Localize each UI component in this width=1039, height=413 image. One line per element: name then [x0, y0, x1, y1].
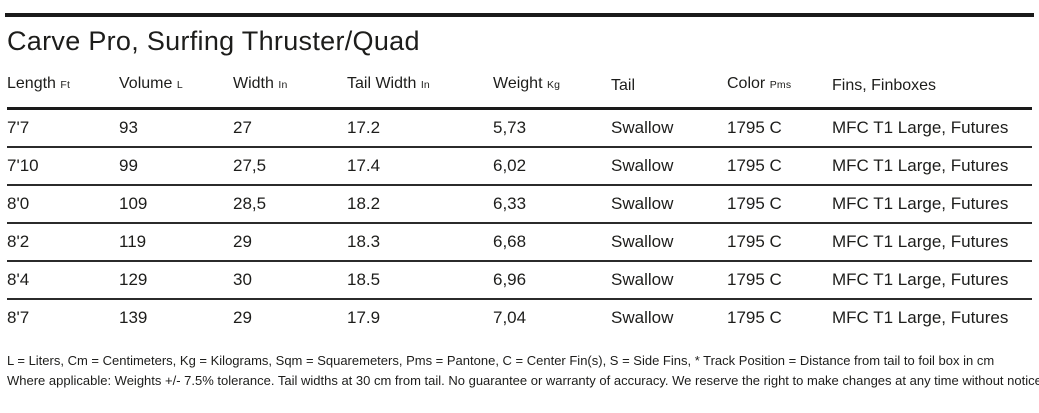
- cell-tail-width: 17.4: [347, 156, 381, 175]
- page-title: Carve Pro, Surfing Thruster/Quad: [7, 26, 420, 56]
- cell-volume: 129: [119, 270, 148, 289]
- footnote-legend: L = Liters, Cm = Centimeters, Kg = Kilog…: [7, 353, 995, 368]
- column-label: Width: [233, 75, 274, 92]
- cell-tail-width: 17.2: [347, 118, 381, 137]
- column-label: Tail Width: [347, 75, 417, 92]
- cell-width: 29: [233, 308, 252, 327]
- column-unit: Kg: [546, 79, 561, 91]
- top-rule: [5, 13, 1034, 17]
- column-unit: Ft: [60, 79, 71, 91]
- cell-fins: MFC T1 Large, Futures: [832, 270, 1009, 289]
- cell-weight: 6,68: [493, 232, 527, 251]
- column-label: Color: [727, 75, 766, 92]
- cell-tail-width: 18.3: [347, 232, 381, 251]
- cell-volume: 139: [119, 308, 148, 327]
- column-unit: L: [176, 79, 183, 91]
- cell-width: 27: [233, 118, 252, 137]
- cell-width: 29: [233, 232, 252, 251]
- cell-weight: 6,96: [493, 270, 527, 289]
- cell-tail-width: 17.9: [347, 308, 381, 327]
- cell-color: 1795 C: [727, 232, 782, 251]
- cell-length: 8'7: [7, 308, 30, 327]
- column-header-volume: Volume L: [119, 66, 233, 109]
- cell-fins: MFC T1 Large, Futures: [832, 194, 1009, 213]
- column-header-tail-width: Tail Width In: [347, 66, 493, 109]
- cell-length: 7'7: [7, 118, 30, 137]
- cell-width: 27,5: [233, 156, 267, 175]
- cell-color: 1795 C: [727, 118, 782, 137]
- column-unit: In: [420, 79, 430, 91]
- column-label: Fins, Finboxes: [832, 77, 937, 94]
- cell-volume: 99: [119, 156, 138, 175]
- cell-color: 1795 C: [727, 194, 782, 213]
- cell-volume: 119: [119, 232, 147, 251]
- cell-width: 28,5: [233, 194, 267, 213]
- cell-width: 30: [233, 270, 252, 289]
- cell-volume: 109: [119, 194, 148, 213]
- column-header-color: Color Pms: [727, 66, 832, 109]
- column-header-width: Width In: [233, 66, 347, 109]
- cell-tail-width: 18.2: [347, 194, 381, 213]
- cell-length: 7'10: [7, 156, 39, 175]
- cell-fins: MFC T1 Large, Futures: [832, 232, 1009, 251]
- cell-tail: Swallow: [611, 156, 674, 175]
- cell-tail: Swallow: [611, 308, 674, 327]
- cell-color: 1795 C: [727, 270, 782, 289]
- cell-weight: 7,04: [493, 308, 527, 327]
- cell-fins: MFC T1 Large, Futures: [832, 156, 1009, 175]
- spec-table: Length Ft Volume L Width In Tail Width I…: [7, 66, 1032, 336]
- cell-tail: Swallow: [611, 232, 674, 251]
- table-row: 7'10 99 27,5 17.4 6,02 Swallow 1795 C MF…: [7, 147, 1032, 185]
- cell-length: 8'4: [7, 270, 30, 289]
- table-row: 8'7 139 29 17.9 7,04 Swallow 1795 C MFC …: [7, 299, 1032, 336]
- cell-length: 8'0: [7, 194, 30, 213]
- column-header-fins-finboxes: Fins, Finboxes: [832, 66, 1032, 109]
- column-label: Weight: [493, 75, 543, 92]
- cell-fins: MFC T1 Large, Futures: [832, 308, 1009, 327]
- cell-fins: MFC T1 Large, Futures: [832, 118, 1009, 137]
- column-header-weight: Weight Kg: [493, 66, 611, 109]
- cell-weight: 6,02: [493, 156, 527, 175]
- cell-weight: 5,73: [493, 118, 527, 137]
- table-row: 8'4 129 30 18.5 6,96 Swallow 1795 C MFC …: [7, 261, 1032, 299]
- column-header-tail: Tail: [611, 66, 727, 109]
- cell-tail: Swallow: [611, 270, 674, 289]
- table-row: 7'7 93 27 17.2 5,73 Swallow 1795 C MFC T…: [7, 109, 1032, 148]
- column-unit: Pms: [769, 79, 792, 91]
- cell-tail: Swallow: [611, 194, 674, 213]
- table-header-row: Length Ft Volume L Width In Tail Width I…: [7, 66, 1032, 109]
- column-label: Length: [7, 75, 56, 92]
- cell-color: 1795 C: [727, 156, 782, 175]
- cell-tail: Swallow: [611, 118, 674, 137]
- cell-color: 1795 C: [727, 308, 782, 327]
- column-label: Volume: [119, 75, 173, 92]
- column-unit: In: [278, 79, 288, 91]
- cell-volume: 93: [119, 118, 138, 137]
- cell-tail-width: 18.5: [347, 270, 381, 289]
- footnotes: L = Liters, Cm = Centimeters, Kg = Kilog…: [7, 351, 1039, 391]
- table-row: 8'2 119 29 18.3 6,68 Swallow 1795 C MFC …: [7, 223, 1032, 261]
- table-row: 8'0 109 28,5 18.2 6,33 Swallow 1795 C MF…: [7, 185, 1032, 223]
- column-header-length: Length Ft: [7, 66, 119, 109]
- column-label: Tail: [611, 77, 636, 94]
- footnote-disclaimer: Where applicable: Weights +/- 7.5% toler…: [7, 373, 1039, 388]
- cell-length: 8'2: [7, 232, 30, 251]
- cell-weight: 6,33: [493, 194, 527, 213]
